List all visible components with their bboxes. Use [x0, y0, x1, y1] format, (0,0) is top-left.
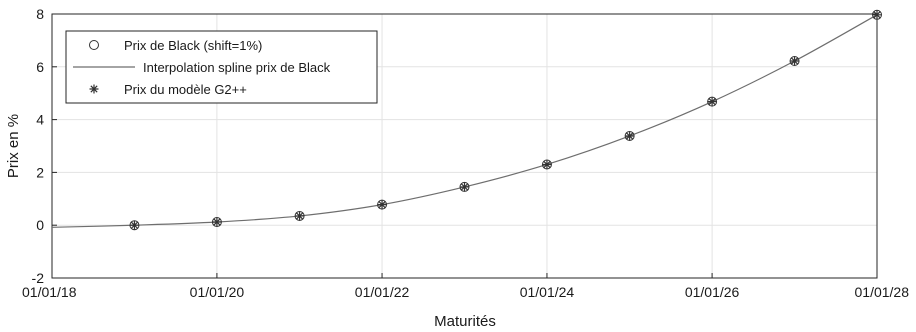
ticks: 01/01/18 01/01/20 01/01/22 01/01/24 01/01/26…: [22, 6, 909, 300]
x-tick-label: 01/01/28: [855, 284, 910, 300]
y-tick-label: 0: [36, 217, 44, 233]
y-tick-label: 4: [36, 112, 44, 128]
y-tick-label: -2: [32, 270, 45, 286]
x-tick-label: 01/01/22: [355, 284, 410, 300]
x-tick-label: 01/01/20: [190, 284, 245, 300]
g2pp-price-point: [212, 217, 222, 227]
x-tick-label: 01/01/24: [520, 284, 575, 300]
y-tick-label: 6: [36, 59, 44, 75]
g2pp-price-point: [625, 131, 635, 141]
legend: Prix de Black (shift=1%) Interpolation sp…: [65, 30, 378, 104]
x-tick-label: 01/01/26: [685, 284, 740, 300]
legend-label: Prix du modèle G2++: [124, 82, 247, 97]
g2pp-price-point: [295, 211, 305, 221]
y-tick-label: 8: [36, 6, 44, 22]
g2pp-price-point: [872, 10, 882, 20]
g2pp-price-point: [129, 220, 139, 230]
y-axis-title: Prix en %: [5, 114, 22, 178]
legend-circle-marker: [89, 40, 99, 50]
plot-frame: [51, 13, 878, 279]
legend-label: Prix de Black (shift=1%): [124, 38, 262, 53]
y-tick-label: 2: [36, 164, 44, 180]
x-axis-title: Maturités: [434, 313, 496, 330]
legend-label: Interpolation spline prix de Black: [143, 60, 331, 75]
g2pp-price-point: [707, 97, 717, 107]
g2pp-price-point: [377, 200, 387, 210]
g2pp-price-point: [542, 159, 552, 169]
x-tick-label: 01/01/18: [22, 284, 77, 300]
g2pp-price-point: [790, 56, 800, 66]
legend-star-marker: [89, 84, 99, 94]
series: [51, 9, 882, 231]
g2pp-price-point: [460, 182, 469, 192]
